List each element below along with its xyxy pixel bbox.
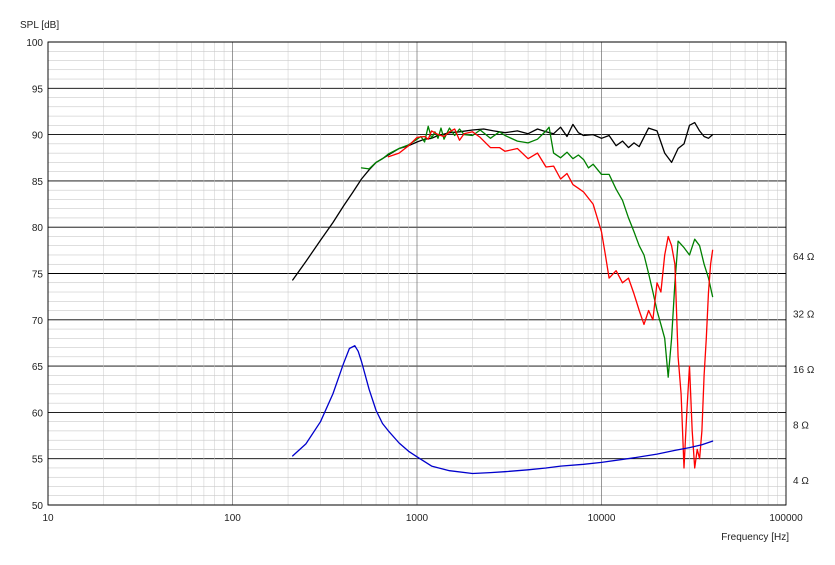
impedance-tick-label: 32 Ω bbox=[793, 309, 815, 320]
y-tick-label: 80 bbox=[32, 223, 44, 234]
y-tick-label: 55 bbox=[32, 455, 44, 466]
x-tick-label: 1000 bbox=[406, 513, 429, 524]
impedance-tick-label: 4 Ω bbox=[793, 476, 809, 487]
y-axis-label: SPL [dB] bbox=[20, 20, 59, 31]
x-axis-label: Frequency [Hz] bbox=[721, 532, 789, 543]
y-tick-label: 70 bbox=[32, 316, 44, 327]
series-line-3 bbox=[387, 128, 714, 469]
y-tick-label: 60 bbox=[32, 408, 44, 419]
plot-frame bbox=[47, 41, 787, 506]
impedance-tick-label: 64 Ω bbox=[793, 252, 815, 263]
impedance-tick-labels: 64 Ω 32 Ω 16 Ω 8 Ω 4 Ω bbox=[793, 252, 815, 487]
x-tick-label: 10000 bbox=[588, 513, 616, 524]
y-tick-label: 85 bbox=[32, 177, 44, 188]
impedance-tick-label: 8 Ω bbox=[793, 420, 809, 431]
y-tick-label: 100 bbox=[26, 38, 43, 49]
impedance-tick-label: 16 Ω bbox=[793, 365, 815, 376]
y-tick-label: 95 bbox=[32, 84, 44, 95]
series-line-4 bbox=[292, 345, 714, 475]
y-tick-label: 65 bbox=[32, 362, 44, 373]
y-tick-label: 75 bbox=[32, 270, 44, 281]
x-tick-labels: 10 100 1000 10000 100000 bbox=[42, 513, 803, 524]
x-tick-label: 100000 bbox=[769, 513, 803, 524]
series-line-2 bbox=[360, 125, 714, 378]
curves bbox=[292, 121, 714, 475]
x-tick-label: 10 bbox=[42, 513, 54, 524]
y-tick-labels: 50 55 60 65 70 75 80 85 90 95 100 bbox=[26, 38, 43, 512]
x-tick-label: 100 bbox=[224, 513, 241, 524]
y-tick-label: 90 bbox=[32, 131, 44, 142]
grid bbox=[47, 41, 786, 506]
y-tick-label: 50 bbox=[32, 501, 44, 512]
